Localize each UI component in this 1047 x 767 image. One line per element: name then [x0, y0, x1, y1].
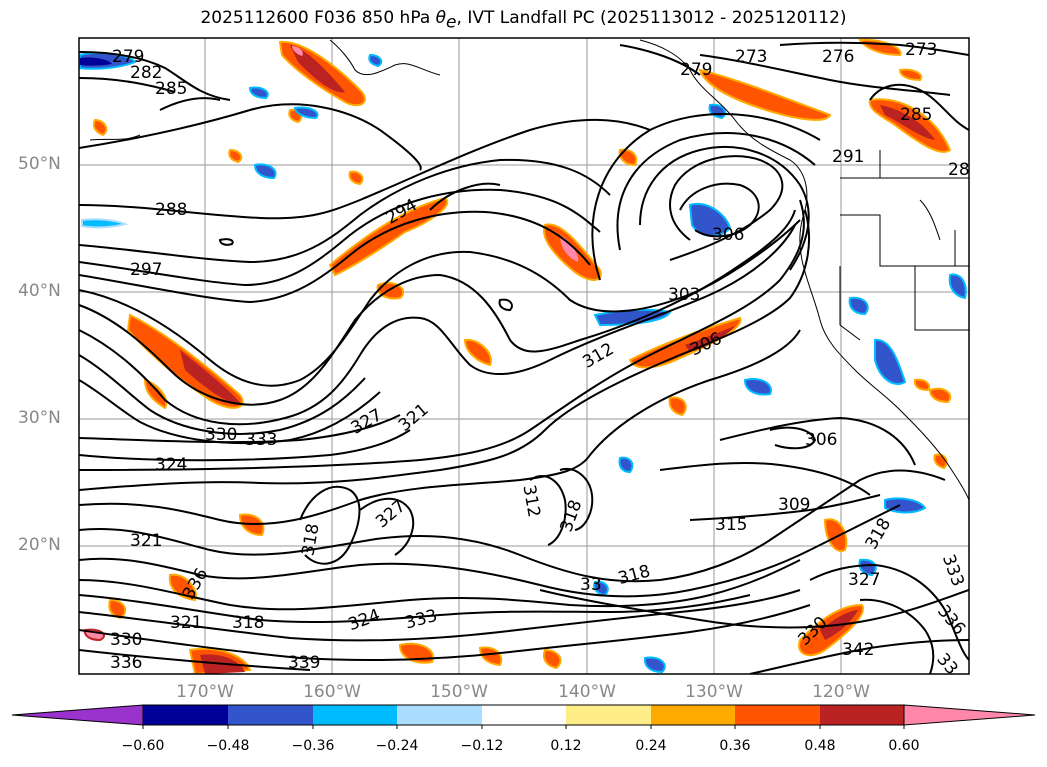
contour-label: 333 — [245, 430, 277, 450]
contour-label: 321 — [170, 613, 202, 633]
colorbar-segment — [820, 705, 904, 725]
contour-label: 279 — [680, 60, 712, 80]
contour-label: 276 — [822, 47, 854, 67]
contour-label: 336 — [110, 653, 142, 673]
contour-label: 306 — [712, 225, 744, 245]
contour-label: 327 — [848, 570, 880, 590]
theta-e-contours — [79, 41, 969, 674]
lon-label: 150°W — [430, 682, 488, 702]
contour-label: 285 — [900, 105, 932, 125]
contour-label: 342 — [842, 640, 874, 660]
contour-label: 282 — [130, 63, 162, 83]
contour-label: 324 — [155, 455, 187, 475]
contour-label: 306 — [805, 430, 837, 450]
lon-label: 160°W — [303, 682, 361, 702]
colorbar-tick-label: −0.60 — [121, 738, 165, 754]
colorbar-tick-label: 0.60 — [888, 738, 920, 754]
lat-label: 20°N — [18, 535, 61, 555]
colorbar-frame — [142, 704, 905, 726]
colorbar-segment — [313, 705, 397, 725]
lon-label: 140°W — [558, 682, 616, 702]
contour-label: 28 — [948, 160, 970, 180]
contour-label: 303 — [668, 285, 700, 305]
colorbar-segment — [482, 705, 566, 725]
colorbar-segment — [228, 705, 313, 725]
lat-label: 40°N — [18, 281, 61, 301]
contour-label: 321 — [130, 531, 162, 551]
colorbar-tick-label: −0.12 — [460, 738, 504, 754]
lon-label: 170°W — [176, 682, 234, 702]
colorbar-extend-max — [903, 704, 1036, 726]
colorbar-segment — [651, 705, 735, 725]
colorbar-segment — [397, 705, 482, 725]
contour-label: 330 — [205, 425, 237, 445]
contour-label: 273 — [905, 40, 937, 60]
colorbar-tick-label: 0.24 — [635, 738, 667, 754]
contour-label: 297 — [130, 260, 162, 280]
colorbar-tick-label: −0.24 — [375, 738, 419, 754]
contour-label: 291 — [832, 147, 864, 167]
contour-label: 33 — [580, 575, 602, 595]
contour-label: 273 — [735, 47, 767, 67]
contour-label: 279 — [112, 47, 144, 67]
map-background — [79, 38, 969, 674]
contour-label: 339 — [288, 653, 320, 673]
contour-label: 309 — [778, 495, 810, 515]
contour-label: 288 — [155, 200, 187, 220]
colorbar-tick-label: −0.36 — [291, 738, 335, 754]
colorbar — [11, 704, 1036, 729]
colorbar-tick-label: 0.12 — [550, 738, 582, 754]
map-frame — [78, 37, 970, 675]
lat-label: 50°N — [18, 154, 61, 174]
colorbar-segment — [143, 705, 228, 725]
colorbar-extend-min — [11, 704, 144, 726]
chart-title: 2025112600 F036 850 hPa θe, IVT Landfall… — [200, 8, 847, 33]
contour-label: 318 — [232, 613, 264, 633]
contour-label: 315 — [715, 515, 747, 535]
colorbar-segment — [735, 705, 820, 725]
contour-label: 285 — [155, 79, 187, 99]
colorbar-tick-label: 0.36 — [719, 738, 751, 754]
colorbar-tick-label: 0.48 — [804, 738, 836, 754]
colorbar-segment — [566, 705, 651, 725]
contour-label: 330 — [110, 630, 142, 650]
coastlines — [89, 39, 969, 501]
colorbar-tick-label: −0.48 — [206, 738, 250, 754]
lat-label: 30°N — [18, 408, 61, 428]
lon-label: 120°W — [812, 682, 870, 702]
ivt-pc-fill — [79, 38, 967, 674]
lon-label: 130°W — [685, 682, 743, 702]
